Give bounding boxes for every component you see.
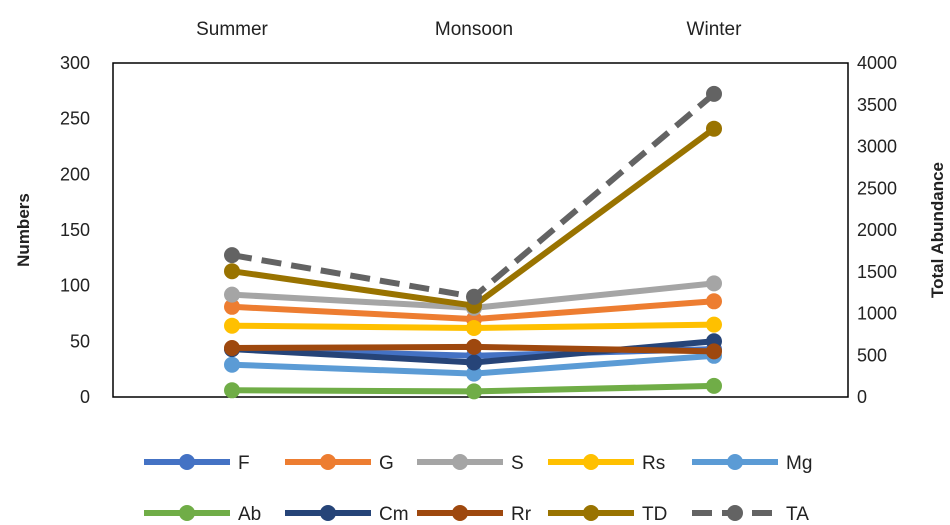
legend-item-rs: Rs xyxy=(548,453,665,474)
data-point xyxy=(224,340,240,356)
data-point xyxy=(224,382,240,399)
legend-label: F xyxy=(238,453,250,474)
data-point xyxy=(706,377,722,394)
legend-marker xyxy=(583,505,599,521)
left-tick-label: 250 xyxy=(60,109,90,129)
legend-marker xyxy=(452,454,468,470)
category-label: Monsoon xyxy=(435,19,513,40)
data-point xyxy=(466,320,482,336)
data-point xyxy=(224,263,240,280)
legend-marker xyxy=(320,454,336,470)
right-tick-label: 0 xyxy=(857,387,867,407)
legend-label: TA xyxy=(786,504,809,525)
legend-item-f: F xyxy=(144,453,250,474)
legend-item-ta: TA xyxy=(692,504,809,525)
legend-label: Cm xyxy=(379,504,409,525)
legend-item-ab: Ab xyxy=(144,504,261,525)
data-point xyxy=(706,316,722,333)
legend-marker xyxy=(583,454,599,470)
legend-marker xyxy=(452,505,468,521)
right-tick-label: 1500 xyxy=(857,262,897,282)
legend-marker xyxy=(179,505,195,521)
right-tick-label: 4000 xyxy=(857,53,897,73)
right-tick-label: 500 xyxy=(857,345,887,365)
data-point xyxy=(224,298,240,315)
right-axis-title: Total Abundance xyxy=(928,162,947,298)
data-point xyxy=(706,85,722,102)
data-point xyxy=(466,288,482,305)
data-point xyxy=(466,354,482,371)
legend-item-rr: Rr xyxy=(417,504,532,525)
series-line xyxy=(231,91,716,300)
legend-marker xyxy=(320,505,336,521)
legend-marker xyxy=(727,454,743,470)
left-axis-title: Numbers xyxy=(14,193,33,267)
left-tick-label: 150 xyxy=(60,220,90,240)
right-tick-label: 3000 xyxy=(857,137,897,157)
category-labels: Summer Monsoon Winter xyxy=(196,19,742,40)
data-point xyxy=(466,338,482,355)
legend-item-mg: Mg xyxy=(692,453,812,474)
legend-label: G xyxy=(379,453,394,474)
series-ta xyxy=(224,85,722,305)
legend-item-g: G xyxy=(285,453,394,474)
series-rr xyxy=(224,338,722,360)
legend-label: Rr xyxy=(511,504,532,525)
plot-area-frame xyxy=(112,62,849,398)
legend-item-td: TD xyxy=(548,504,667,525)
data-point xyxy=(466,383,482,400)
data-point xyxy=(224,247,240,264)
legend-label: Mg xyxy=(786,453,812,474)
legend-label: S xyxy=(511,453,524,474)
left-axis-ticks: 0 50 100 150 200 250 300 xyxy=(60,53,90,407)
left-tick-label: 200 xyxy=(60,164,90,184)
legend-label: Ab xyxy=(238,504,261,525)
left-tick-label: 300 xyxy=(60,53,90,73)
legend-item-cm: Cm xyxy=(285,504,409,525)
data-point xyxy=(706,343,722,360)
right-tick-label: 2500 xyxy=(857,178,897,198)
right-tick-label: 2000 xyxy=(857,220,897,240)
right-tick-label: 1000 xyxy=(857,304,897,324)
data-point xyxy=(706,120,722,137)
left-tick-label: 0 xyxy=(80,387,90,407)
category-label: Summer xyxy=(196,19,268,40)
legend-label: Rs xyxy=(642,453,665,474)
right-tick-label: 3500 xyxy=(857,95,897,115)
series-td xyxy=(224,120,722,314)
data-point xyxy=(706,275,722,292)
series-ab xyxy=(224,377,722,400)
left-tick-label: 50 xyxy=(70,331,90,351)
data-point xyxy=(224,317,240,334)
legend-item-s: S xyxy=(417,453,524,474)
legend-label: TD xyxy=(642,504,667,525)
data-point xyxy=(466,365,482,382)
series-rs xyxy=(224,316,722,336)
data-point xyxy=(224,356,240,373)
data-point xyxy=(224,286,240,303)
series-layer xyxy=(224,85,722,400)
legend-marker xyxy=(727,505,743,521)
legend-marker xyxy=(179,454,195,470)
legend: F G S Rs Mg Ab Cm Rr TD TA xyxy=(144,453,812,525)
right-axis-ticks: 0 500 1000 1500 2000 2500 3000 3500 4000 xyxy=(857,53,897,407)
category-label: Winter xyxy=(687,19,743,40)
data-point xyxy=(706,293,722,310)
left-tick-label: 100 xyxy=(60,276,90,296)
